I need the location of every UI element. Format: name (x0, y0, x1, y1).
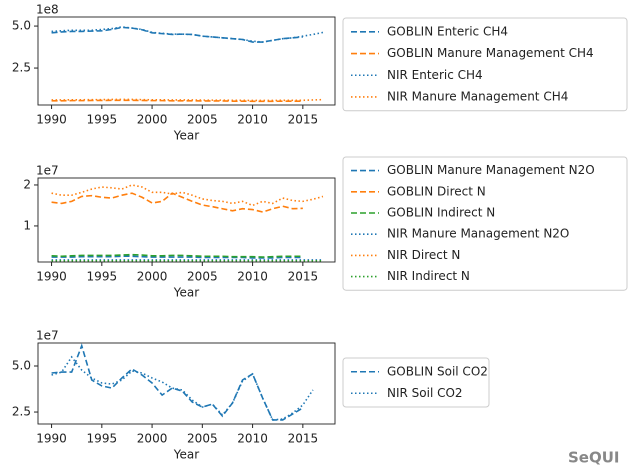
legend-label: NIR Manure Management N2O (387, 227, 569, 241)
series-line (51, 99, 303, 103)
series-line (51, 192, 303, 213)
x-tick-label: 2010 (237, 270, 268, 284)
legend-label: NIR Manure Management CH4 (387, 89, 568, 103)
x-tick-label: 1990 (36, 270, 67, 284)
offset-text: 1e7 (36, 164, 59, 178)
series-line (51, 98, 323, 102)
axes-frame (37, 177, 336, 263)
x-tick-label: 2010 (237, 113, 268, 127)
x-tick-label: 1990 (36, 432, 67, 446)
x-tick-label: 2010 (237, 432, 268, 446)
x-tick-label: 1990 (36, 113, 67, 127)
x-tick-label: 1995 (87, 113, 118, 127)
axes-frame (37, 342, 336, 425)
y-tick-label: 5.0 (12, 359, 31, 373)
y-tick-label: 2 (23, 177, 31, 191)
legend-label: NIR Enteric CH4 (387, 68, 483, 82)
legend-label: NIR Indirect N (387, 269, 470, 283)
x-tick-label: 2000 (137, 432, 168, 446)
x-tick-label: 2015 (288, 113, 319, 127)
x-tick-label: 2005 (187, 270, 218, 284)
x-tick-label: 2015 (288, 432, 319, 446)
x-tick-label: 2015 (288, 270, 319, 284)
x-tick-label: 2005 (187, 113, 218, 127)
legend-label: NIR Soil CO2 (387, 386, 463, 400)
x-tick-label: 1995 (87, 432, 118, 446)
x-tick-label: 2005 (187, 432, 218, 446)
series-line (51, 255, 303, 259)
legend-box (342, 156, 628, 291)
legend-label: GOBLIN Indirect N (387, 206, 495, 220)
offset-text: 1e8 (36, 3, 59, 17)
offset-text: 1e7 (36, 329, 59, 343)
x-axis-label: Year (173, 286, 199, 300)
legend-box (342, 17, 628, 112)
series-line (51, 26, 324, 43)
legend-label: GOBLIN Enteric CH4 (387, 24, 508, 38)
x-axis-label: Year (173, 129, 199, 143)
y-tick-label: 5.0 (12, 19, 31, 33)
y-tick-label: 2.5 (12, 405, 31, 419)
legend-label: GOBLIN Manure Management N2O (387, 163, 595, 177)
legend-label: GOBLIN Soil CO2 (387, 364, 488, 378)
x-tick-label: 2000 (137, 113, 168, 127)
legend-label: GOBLIN Manure Management CH4 (387, 46, 594, 60)
legend-label: GOBLIN Direct N (387, 184, 486, 198)
x-tick-label: 2000 (137, 270, 168, 284)
x-tick-label: 1995 (87, 270, 118, 284)
axes-frame (37, 16, 336, 106)
x-axis-label: Year (173, 448, 199, 462)
series-line (51, 253, 303, 258)
legend-box (342, 357, 490, 408)
series-line (51, 26, 303, 43)
watermark: SeQUI (568, 449, 620, 467)
legend-label: NIR Direct N (387, 248, 460, 262)
y-tick-label: 1 (23, 218, 31, 232)
y-tick-label: 2.5 (12, 61, 31, 75)
